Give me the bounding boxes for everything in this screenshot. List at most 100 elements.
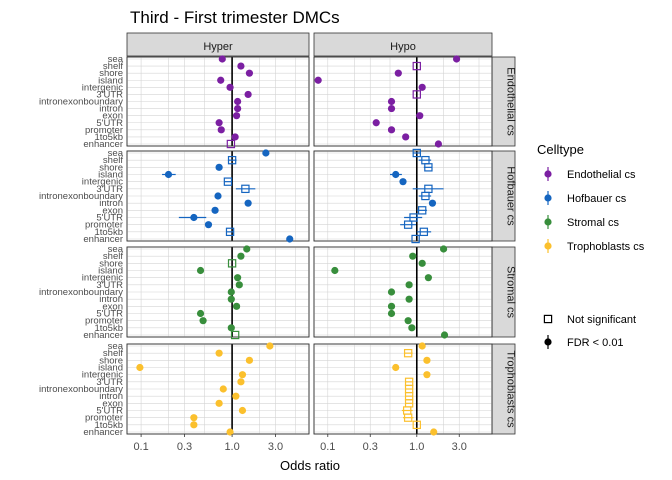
data-point-significant xyxy=(190,213,198,222)
data-point-not-significant xyxy=(403,413,413,422)
panel-border xyxy=(313,56,493,147)
data-point-significant xyxy=(196,266,205,275)
data-point-significant xyxy=(232,392,240,400)
data-point-significant xyxy=(196,309,205,318)
legend-celltype-label: Trophoblasts cs xyxy=(567,241,645,253)
data-point-not-significant xyxy=(412,148,421,158)
data-point-significant xyxy=(235,281,243,289)
data-point-significant xyxy=(418,83,426,91)
y-tick-label: promoter xyxy=(85,125,123,136)
data-point-significant xyxy=(244,199,252,207)
y-tick-label: island xyxy=(98,266,123,277)
data-point-not-significant xyxy=(412,420,421,430)
legend-key-dot xyxy=(544,242,552,250)
y-tick-label: promoter xyxy=(85,220,123,231)
y-tick-label: shelf xyxy=(103,155,123,166)
data-point-significant xyxy=(405,281,413,289)
y-tick-label: shore xyxy=(99,162,123,173)
data-point-significant xyxy=(399,178,407,186)
column-strip xyxy=(313,32,493,57)
y-tick-label: 3'UTR xyxy=(96,377,123,388)
y-tick-label: island xyxy=(98,363,123,374)
y-tick-label: intronexonboundary xyxy=(39,287,123,298)
data-point-significant xyxy=(227,295,235,303)
data-point-significant xyxy=(234,97,242,106)
y-tick-label: enhancer xyxy=(83,234,123,245)
data-point-significant xyxy=(430,428,438,436)
panel-border xyxy=(126,150,310,242)
data-point-significant xyxy=(331,266,339,275)
y-tick-label: 1to5kb xyxy=(94,323,123,334)
column-strip-label: Hyper xyxy=(203,41,233,53)
y-tick-label: 5'UTR xyxy=(96,309,123,320)
data-point-significant xyxy=(392,170,400,179)
y-tick-label: intron xyxy=(99,294,123,305)
y-tick-label: 5'UTR xyxy=(96,118,123,129)
data-point-not-significant xyxy=(223,177,233,186)
data-point-significant xyxy=(408,324,416,332)
data-point-significant xyxy=(314,76,322,84)
data-point-significant xyxy=(237,62,245,70)
data-point-not-significant xyxy=(419,227,429,237)
data-point-significant xyxy=(405,295,413,303)
data-point-significant xyxy=(394,69,402,77)
data-point-not-significant xyxy=(417,206,427,215)
y-tick-label: intronexonboundary xyxy=(39,191,123,202)
row-strip-label: Endothelial cs xyxy=(505,67,517,136)
chart-title: Third - First trimester DMCs xyxy=(130,8,340,27)
data-point-not-significant xyxy=(227,259,237,268)
data-point-significant xyxy=(423,371,431,379)
panel-border xyxy=(313,343,493,435)
y-tick-label: 3'UTR xyxy=(96,89,123,100)
data-point-significant xyxy=(215,399,223,407)
data-point-significant xyxy=(418,259,426,267)
legend-key-dot xyxy=(544,218,552,226)
y-tick-label: exon xyxy=(102,301,123,312)
x-tick-label: 0.1 xyxy=(320,441,335,453)
data-point-significant xyxy=(237,378,245,386)
x-tick-label: 1.0 xyxy=(409,441,424,453)
data-point-not-significant xyxy=(241,184,250,194)
data-point-significant xyxy=(245,69,254,77)
data-point-not-significant xyxy=(412,61,421,71)
data-point-significant xyxy=(211,206,219,214)
y-tick-label: intronexonboundary xyxy=(39,97,123,108)
y-tick-label: 3'UTR xyxy=(96,184,123,195)
data-point-significant xyxy=(215,163,223,171)
panel-border xyxy=(126,246,310,338)
data-point-significant xyxy=(387,126,396,134)
data-point-significant xyxy=(215,349,223,357)
legend-title: Celltype xyxy=(537,142,584,157)
data-point-significant xyxy=(234,274,242,282)
data-point-significant xyxy=(199,317,207,325)
data-point-significant xyxy=(232,302,241,310)
x-axis-title: Odds ratio xyxy=(280,458,340,473)
data-point-significant xyxy=(387,309,396,318)
x-tick-label: 3.0 xyxy=(268,441,283,453)
data-point-not-significant xyxy=(424,163,433,172)
data-point-significant xyxy=(226,428,234,436)
data-point-significant xyxy=(190,414,198,422)
y-tick-label: intron xyxy=(99,391,123,402)
legend-significance-label: Not significant xyxy=(567,314,636,326)
data-point-significant xyxy=(387,104,396,113)
data-point-significant xyxy=(214,192,222,200)
y-tick-label: island xyxy=(98,75,123,86)
legend-key-dot xyxy=(544,194,552,202)
data-point-significant xyxy=(434,140,443,148)
data-point-significant xyxy=(238,371,247,379)
data-point-not-significant xyxy=(403,220,413,229)
y-tick-label: sea xyxy=(108,244,124,255)
x-tick-label: 0.3 xyxy=(177,441,192,453)
legend-key-square xyxy=(543,314,553,324)
x-tick-label: 1.0 xyxy=(224,441,239,453)
data-point-significant xyxy=(262,149,270,157)
data-point-not-significant xyxy=(421,191,430,201)
y-tick-label: shelf xyxy=(103,251,123,262)
panel-border xyxy=(313,246,493,338)
data-point-significant xyxy=(387,302,396,310)
data-point-not-significant xyxy=(226,139,236,149)
y-tick-label: 1to5kb xyxy=(94,227,123,238)
data-point-significant xyxy=(440,331,449,339)
